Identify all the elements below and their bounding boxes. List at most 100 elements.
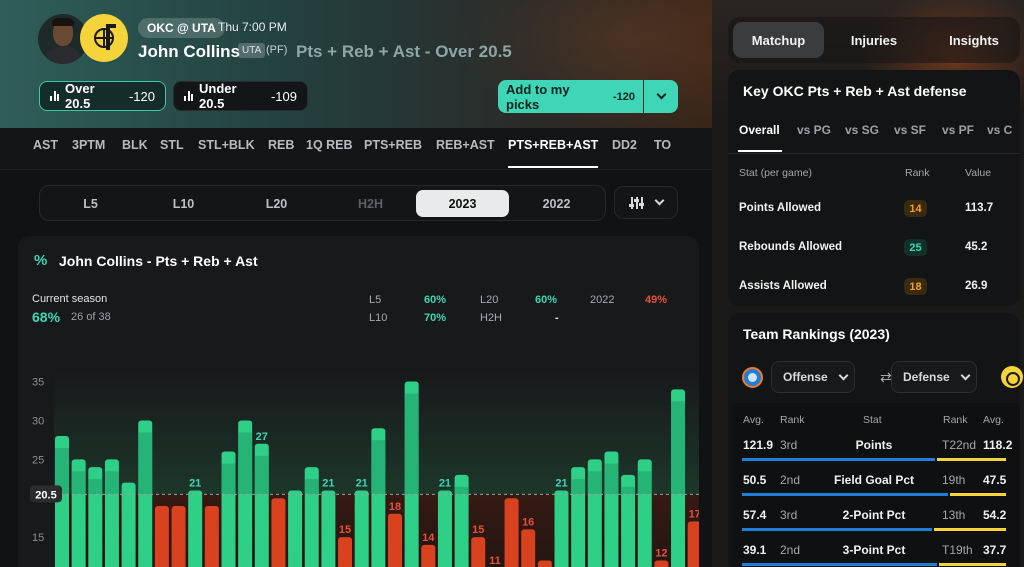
tab-stl-blk[interactable]: STL+BLK [198, 138, 255, 152]
jazz-logo-icon [80, 14, 128, 62]
bar-shade [138, 432, 153, 495]
chevron-down-icon [654, 195, 664, 206]
tab-vs-pf[interactable]: vs PF [942, 123, 975, 137]
offense-select-label: Offense [783, 370, 828, 384]
add-to-picks-button[interactable]: Add to my picks -120 [498, 80, 643, 113]
divider [728, 153, 1020, 154]
period-h2h[interactable]: H2H [357, 196, 383, 211]
tab-stl[interactable]: STL [160, 138, 184, 152]
offense-select[interactable]: Offense [771, 361, 855, 393]
stat-name: Points [855, 438, 893, 452]
period-l10[interactable]: L10 [172, 196, 195, 211]
bar-shade [88, 479, 103, 495]
uta-rank: 19th [942, 473, 966, 487]
current-season-pct: 68% [32, 309, 61, 325]
tab-to[interactable]: TO [654, 138, 672, 152]
bar-shade [71, 471, 86, 495]
defense-select-label: Defense [903, 370, 950, 384]
under-price: -109 [270, 88, 297, 104]
period-l5[interactable]: L5 [83, 196, 98, 211]
bar [437, 490, 452, 567]
okc-avg: 39.1 [743, 543, 767, 557]
uta-avg: 118.2 [983, 438, 1013, 452]
tab-reb[interactable]: REB [268, 138, 295, 152]
threshold-label: 20.5 [35, 489, 56, 501]
period-2022[interactable]: 2022 [542, 196, 571, 211]
bar [537, 560, 552, 567]
col-rank-left: Rank [780, 414, 805, 426]
bar-shade [304, 479, 319, 495]
hit-rate-card: % John Collins - Pts + Reb + Ast Current… [18, 236, 699, 567]
tab-vs-c[interactable]: vs C [987, 123, 1013, 137]
bar-value-label: 15 [339, 524, 351, 536]
col-avg-left: Avg. [743, 414, 764, 426]
bar [354, 490, 369, 567]
tab-dd2[interactable]: DD2 [612, 138, 638, 152]
bar [654, 560, 669, 567]
filter-button[interactable] [614, 186, 678, 219]
tab-vs-sf[interactable]: vs SF [894, 123, 927, 137]
y-tick-label: 35 [32, 377, 44, 389]
bar-value-label: 12 [655, 547, 667, 559]
tab-vs-sg[interactable]: vs SG [845, 123, 880, 137]
right-tabs: Matchup Injuries Insights [728, 17, 1020, 63]
split-l20-value: 60% [535, 294, 558, 306]
bar-shade [454, 486, 469, 495]
okc-avg: 57.4 [743, 508, 767, 522]
tab-injuries[interactable]: Injuries [850, 32, 898, 48]
tab-matchup[interactable]: Matchup [733, 22, 824, 58]
threshold-badge [30, 485, 62, 503]
matchup-panel: Matchup Injuries Insights Key OKC Pts + … [712, 0, 1024, 567]
tab-3ptm[interactable]: 3PTM [72, 138, 106, 152]
okc-rank: 2nd [780, 473, 801, 487]
tab-insights[interactable]: Insights [949, 32, 999, 48]
swap-arrows-icon[interactable]: ⇄ [880, 369, 892, 385]
bar [388, 513, 402, 567]
over-button[interactable]: Over 20.5 -120 [39, 81, 166, 111]
period-l20[interactable]: L20 [265, 196, 288, 211]
defense-row-value: 45.2 [965, 241, 988, 253]
bar [454, 474, 469, 567]
bar-value-label: 27 [256, 431, 268, 443]
tab-ast[interactable]: AST [33, 138, 58, 152]
bar-shade [55, 448, 69, 495]
bar-shade [371, 440, 386, 495]
under-button[interactable]: Under 20.5 -109 [173, 81, 308, 111]
defense-select[interactable]: Defense [891, 361, 977, 393]
matchup-badge[interactable]: OKC @ UTA [138, 18, 225, 38]
y-tick-label: 25 [32, 454, 44, 466]
player-headshot [38, 14, 88, 64]
card-title: John Collins - Pts + Reb + Ast [59, 253, 258, 269]
defense-title: Key OKC Pts + Reb + Ast defense [743, 83, 967, 99]
okc-rank: 3rd [780, 508, 798, 522]
bar [421, 544, 436, 567]
tab-overall[interactable]: Overall [739, 123, 780, 137]
rank-badge: 14 [904, 200, 927, 217]
col-rank-right: Rank [943, 414, 968, 426]
bar-shade [621, 486, 636, 495]
split-h2h-value: - [555, 312, 559, 324]
over-label: Over 20.5 [65, 81, 95, 111]
tab-1q-reb[interactable]: 1Q REB [306, 138, 353, 152]
chevron-down-icon [656, 89, 666, 100]
team-rankings-card: Team Rankings (2023) Offense ⇄ Defense A… [728, 313, 1023, 567]
bar [621, 474, 636, 567]
tab-blk[interactable]: BLK [122, 138, 148, 152]
player-name[interactable]: John Collins [138, 42, 240, 61]
uta-avg: 47.5 [983, 473, 1007, 487]
team-tag: UTA [238, 43, 266, 58]
y-tick-label: 30 [32, 415, 44, 427]
rank-badge: 18 [904, 278, 927, 295]
chevron-down-icon [960, 370, 971, 380]
bar-value-label: 11 [489, 555, 501, 567]
tab-pts-reb[interactable]: PTS+REB [364, 138, 423, 152]
bar-value-label: 21 [189, 477, 201, 489]
add-picks-dropdown-button[interactable] [644, 80, 678, 113]
split-l20-label: L20 [480, 294, 499, 306]
period-2023[interactable]: 2023 [416, 190, 509, 217]
tab-reb-ast[interactable]: REB+AST [436, 138, 495, 152]
tab-pts-reb-ast[interactable]: PTS+REB+AST [508, 138, 599, 168]
bar-shade [238, 432, 253, 495]
percent-icon: % [34, 252, 48, 269]
tab-vs-pg[interactable]: vs PG [797, 123, 832, 137]
